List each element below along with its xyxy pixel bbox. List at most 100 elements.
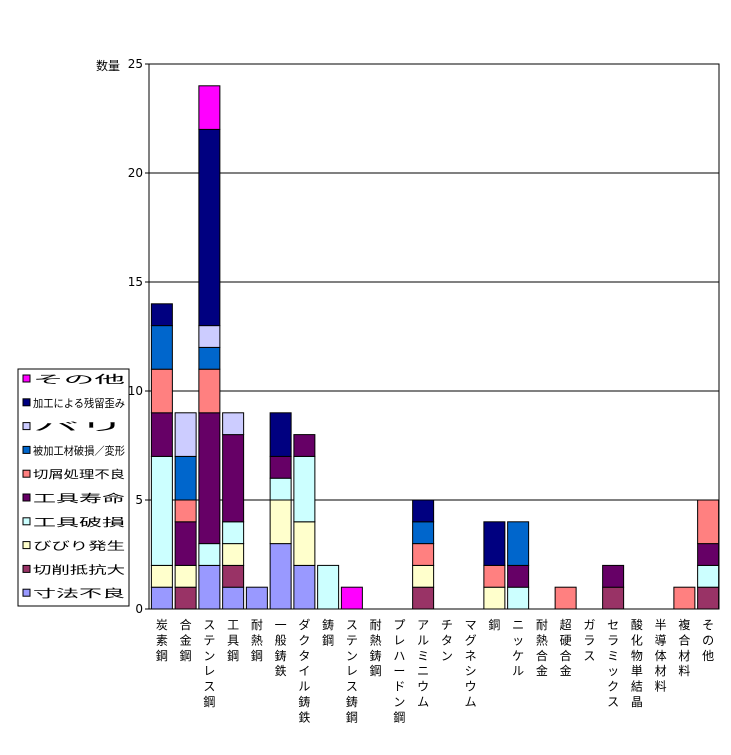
bars — [150, 85, 720, 610]
legend-box — [17, 368, 130, 607]
x-category-label: 酸化物単結晶 — [631, 617, 643, 709]
bar-segment — [293, 434, 316, 457]
x-category-label: 工具鋼 — [227, 618, 239, 663]
x-category-label: 合金鋼 — [180, 617, 192, 663]
bar-segment — [412, 499, 435, 523]
x-category-label: ダクタイル鋳鉄 — [298, 617, 310, 724]
bar-segment — [150, 564, 173, 588]
bar-segment — [245, 586, 268, 610]
legend-swatch — [22, 445, 31, 454]
x-category-label: 鋳鋼 — [322, 618, 334, 647]
legend-label: 加工による残留歪み — [33, 396, 125, 410]
bar-segment — [269, 455, 292, 479]
legend-swatch — [22, 564, 31, 573]
y-tick-label: 0 — [135, 602, 143, 616]
x-category-label: プレハードン鋼 — [393, 618, 405, 724]
legend-label: バリ — [33, 421, 125, 434]
x-axis-category-labels: 炭素鋼合金鋼ステンレス鋼工具鋼耐熱鋼一般鋳鉄ダクタイル鋳鉄鋳鋼ステンレス鋳鋼耐熱… — [156, 617, 714, 724]
bar-segment — [198, 128, 221, 327]
bar-segment — [293, 564, 316, 610]
bar-segment — [222, 412, 245, 436]
legend-swatch — [22, 374, 31, 383]
bar-segment — [222, 434, 245, 523]
bar-segment — [198, 543, 221, 566]
bar-segment — [150, 586, 173, 610]
x-category-label: 耐熱合金 — [536, 618, 548, 678]
x-category-label: 銅 — [488, 618, 500, 632]
legend-label: 切削抵抗大 — [33, 562, 125, 576]
bar-segment — [150, 412, 173, 457]
bar-segment — [340, 586, 363, 610]
bar-segment — [198, 412, 221, 545]
bar-segment — [269, 543, 292, 610]
bar-segment — [150, 325, 173, 370]
bar-segment — [412, 543, 435, 566]
bar-segment — [269, 477, 292, 501]
legend-label: 工具寿命 — [33, 491, 125, 505]
y-axis-ticks: 0 5 10 15 20 25 — [128, 57, 149, 616]
bar-segment — [697, 543, 720, 566]
bar-segment — [554, 586, 577, 610]
legend-swatch — [22, 517, 31, 526]
bar-segment — [697, 586, 720, 610]
x-category-label: その他 — [702, 618, 714, 663]
bar-segment — [602, 564, 625, 588]
bar-segment — [150, 368, 173, 414]
x-category-label: 耐熱鋼 — [251, 618, 263, 663]
bar-segment — [198, 85, 221, 130]
y-tick-label: 15 — [128, 275, 143, 289]
bar-segment — [507, 586, 530, 610]
bar-segment — [697, 564, 720, 588]
bar-segment — [673, 586, 696, 610]
bar-segment — [222, 564, 245, 588]
bar-segment — [174, 499, 197, 523]
bar-segment — [412, 521, 435, 545]
bar-segment — [198, 564, 221, 610]
y-tick-label: 5 — [135, 493, 143, 507]
x-category-label: 超硬合金 — [560, 617, 572, 678]
y-tick-label: 25 — [128, 57, 143, 71]
x-category-label: 複合材料 — [678, 617, 690, 678]
legend: その他加工による残留歪みバリ被加工材破損／変形切屑処理不良工具寿命工具破損びびり… — [17, 368, 130, 607]
bar-segment — [150, 303, 173, 327]
bar-segment — [174, 455, 197, 501]
bar-segment — [483, 586, 506, 610]
legend-label: 切屑処理不良 — [33, 467, 125, 481]
x-category-label: ガラス — [583, 618, 595, 663]
x-category-label: ステンレス鋳鋼 — [346, 618, 358, 724]
legend-label: その他 — [33, 373, 125, 386]
x-category-label: 耐熱鋳鋼 — [370, 618, 382, 678]
x-category-label: 一般鋳鉄 — [275, 618, 287, 678]
legend-label: 工具破損 — [33, 515, 125, 529]
x-category-label: アルミニウム — [417, 618, 429, 709]
bar-segment — [697, 499, 720, 545]
bar-segment — [507, 564, 530, 588]
bar-segment — [507, 521, 530, 566]
legend-swatch — [22, 398, 31, 407]
x-category-label: ニッケル — [512, 618, 524, 678]
bar-segment — [198, 368, 221, 414]
legend-label: 寸法不良 — [33, 586, 125, 600]
bar-segment — [174, 412, 197, 457]
bar-segment — [222, 521, 245, 545]
y-tick-label: 20 — [128, 166, 143, 180]
legend-label: 被加工材破損／変形 — [33, 443, 125, 457]
y-tick-label: 10 — [128, 384, 143, 398]
legend-label: びびり発生 — [33, 539, 125, 553]
bar-segment — [483, 521, 506, 566]
x-category-label: ステンレス鋼 — [203, 618, 215, 709]
legend-swatch — [22, 588, 31, 597]
x-category-label: 半導体材料 — [655, 618, 667, 694]
legend-swatch — [22, 469, 31, 478]
plot-area-frame — [148, 63, 720, 610]
x-category-label: チタン — [441, 618, 453, 663]
y-axis-label: 数量 — [96, 58, 120, 73]
bar-segment — [222, 586, 245, 610]
bar-segment — [483, 564, 506, 588]
bar-segment — [174, 564, 197, 588]
bar-segment — [269, 412, 292, 457]
bar-segment — [174, 586, 197, 610]
legend-swatch — [22, 422, 31, 431]
bar-segment — [317, 564, 340, 610]
x-category-label: マグネシウム — [465, 618, 477, 709]
